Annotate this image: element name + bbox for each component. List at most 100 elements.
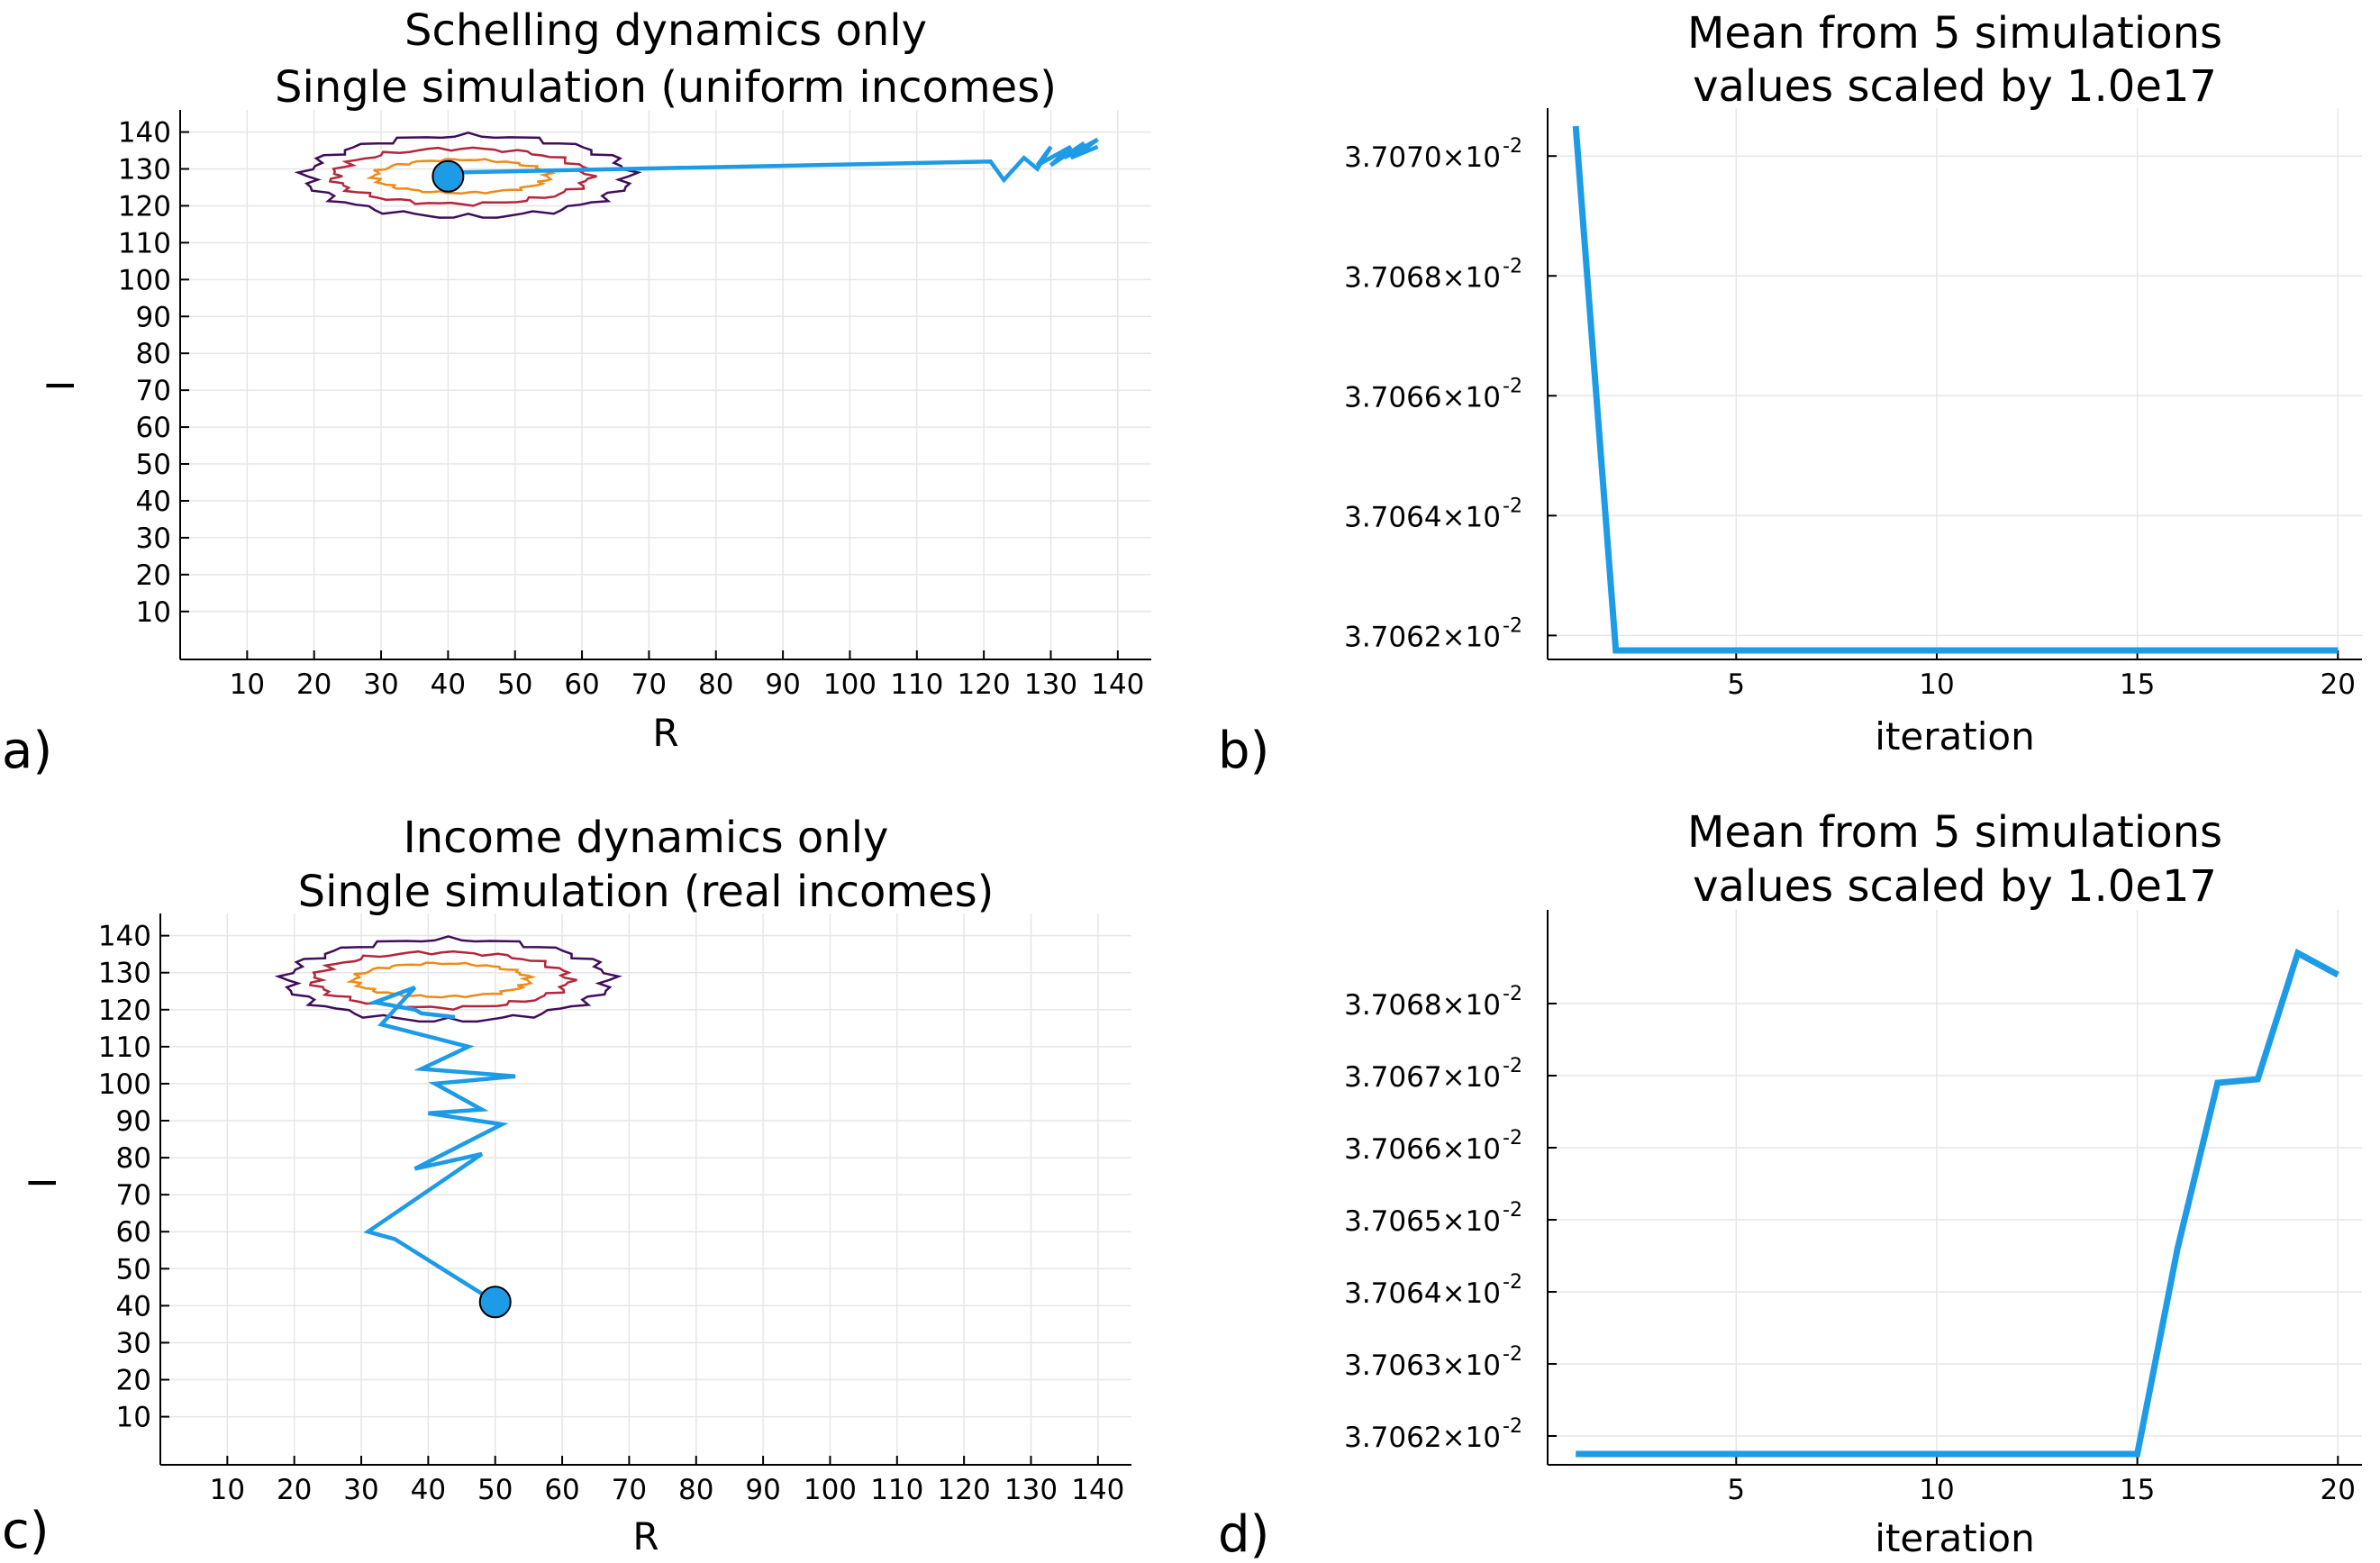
y-tick-exponent: -2 — [1503, 1343, 1522, 1366]
x-tick-label: 100 — [823, 668, 877, 701]
x-tick-label: 110 — [890, 668, 943, 701]
chart-panel-d: 5 10 15 203.7062×10 -23.7063×10 -23.7064×10 -2… — [1218, 807, 2362, 1563]
panel-label: d) — [1218, 1505, 1269, 1563]
chart-title-line: Single simulation (real incomes) — [298, 867, 995, 917]
x-tick-label: 120 — [958, 668, 1011, 701]
x-tick-label: 20 — [277, 1474, 312, 1506]
y-tick-label: 3.7064×10 — [1344, 501, 1501, 533]
y-tick-label: 3.7066×10 — [1344, 381, 1501, 413]
chart-title-line: Income dynamics only — [404, 813, 889, 863]
y-tick-label: 3.7067×10 — [1344, 1061, 1501, 1094]
series-line — [1576, 948, 2339, 1458]
y-tick-label: 30 — [136, 523, 171, 555]
x-tick-label: 90 — [765, 668, 800, 701]
x-tick-label: 20 — [296, 668, 332, 701]
y-tick-label: 120 — [98, 995, 151, 1027]
x-tick-label: 120 — [938, 1474, 991, 1506]
panel-label: c) — [2, 1502, 50, 1560]
y-tick-label: 120 — [118, 190, 171, 223]
x-tick-label: 15 — [2120, 668, 2155, 701]
y-tick-label: 50 — [136, 449, 171, 481]
y-tick-exponent: -2 — [1503, 255, 1522, 277]
x-tick-label: 5 — [1727, 1474, 1745, 1506]
x-tick-label: 30 — [363, 668, 398, 701]
y-tick-label: 80 — [116, 1142, 151, 1175]
x-tick-label: 30 — [343, 1474, 378, 1506]
chart-panel-c: 10 20 30 40 50 60 70 80 90 100 110 120 130 140 10 20 30 4… — [2, 813, 1131, 1560]
x-tick-label: 110 — [870, 1474, 923, 1506]
y-tick-exponent: -2 — [1503, 1415, 1522, 1438]
density-contour — [274, 935, 622, 1023]
y-tick-label: 3.7063×10 — [1344, 1349, 1501, 1382]
start-point-marker — [431, 159, 465, 193]
x-tick-label: 60 — [564, 668, 599, 701]
x-axis-label: R — [632, 1514, 659, 1558]
start-point-marker — [478, 1286, 512, 1319]
x-tick-label: 10 — [1919, 668, 1954, 701]
density-contour — [328, 146, 597, 207]
series-line — [448, 137, 1099, 184]
x-axis-label: iteration — [1875, 714, 2034, 759]
series-line — [363, 985, 516, 1304]
x-tick-label: 60 — [544, 1474, 579, 1506]
y-tick-exponent: -2 — [1503, 495, 1522, 517]
y-tick-exponent: -2 — [1503, 1127, 1522, 1150]
chart-panel-a: 10 20 30 40 50 60 70 80 90 100 110 120 130 140 10 20 30 4… — [2, 5, 1151, 780]
x-tick-label: 10 — [210, 1474, 245, 1506]
y-tick-label: 20 — [136, 559, 171, 592]
x-tick-label: 15 — [2120, 1474, 2155, 1506]
y-tick-label: 3.7065×10 — [1344, 1205, 1501, 1238]
y-tick-label: 40 — [116, 1290, 151, 1322]
chart-title-line: Mean from 5 simulations — [1687, 8, 2222, 59]
y-tick-label: 10 — [136, 596, 171, 629]
density-contour — [308, 950, 577, 1011]
density-contour — [346, 961, 537, 999]
y-tick-label: 3.7068×10 — [1344, 989, 1501, 1022]
x-tick-label: 10 — [1919, 1474, 1954, 1506]
x-tick-label: 10 — [230, 668, 265, 701]
x-tick-label: 50 — [497, 668, 532, 701]
y-tick-label: 80 — [136, 338, 171, 370]
x-tick-label: 40 — [431, 668, 466, 701]
y-tick-label: 10 — [116, 1402, 151, 1434]
y-tick-label: 100 — [118, 264, 171, 296]
chart-title-line: Mean from 5 simulations — [1687, 807, 2222, 858]
y-tick-label: 3.7068×10 — [1344, 261, 1501, 294]
x-tick-label: 140 — [1071, 1474, 1124, 1506]
y-axis-label: I — [21, 1177, 65, 1188]
chart-title-line: values scaled by 1.0e17 — [1693, 861, 2217, 912]
panel-label: b) — [1218, 722, 1269, 780]
y-tick-label: 60 — [116, 1216, 151, 1249]
x-tick-label: 50 — [477, 1474, 513, 1506]
y-tick-label: 3.7066×10 — [1344, 1133, 1501, 1166]
y-tick-label: 130 — [98, 958, 151, 990]
y-tick-label: 70 — [136, 375, 171, 407]
x-tick-label: 130 — [1004, 1474, 1058, 1506]
x-tick-label: 70 — [631, 668, 667, 701]
y-tick-label: 90 — [136, 301, 171, 333]
series-line — [1572, 125, 2339, 654]
x-axis-label: iteration — [1875, 1516, 2034, 1560]
y-tick-label: 3.7062×10 — [1344, 1422, 1501, 1454]
density-contour — [366, 158, 557, 195]
y-tick-label: 60 — [136, 412, 171, 444]
panel-label: a) — [2, 722, 52, 780]
y-tick-exponent: -2 — [1503, 1271, 1522, 1294]
x-tick-label: 70 — [612, 1474, 647, 1506]
y-tick-label: 3.7062×10 — [1344, 621, 1501, 653]
x-tick-label: 80 — [698, 668, 733, 701]
y-tick-exponent: -2 — [1503, 1199, 1522, 1222]
chart-title-line: Schelling dynamics only — [404, 5, 927, 56]
y-tick-label: 140 — [98, 921, 151, 953]
x-tick-label: 20 — [2321, 668, 2356, 701]
y-tick-label: 50 — [116, 1253, 151, 1286]
y-tick-exponent: -2 — [1503, 614, 1522, 637]
x-tick-label: 90 — [745, 1474, 780, 1506]
y-tick-label: 140 — [118, 117, 171, 150]
x-tick-label: 5 — [1727, 668, 1745, 701]
y-tick-exponent: -2 — [1503, 135, 1522, 158]
y-tick-exponent: -2 — [1503, 983, 1522, 1005]
x-tick-label: 80 — [678, 1474, 713, 1506]
y-tick-label: 90 — [116, 1105, 151, 1138]
